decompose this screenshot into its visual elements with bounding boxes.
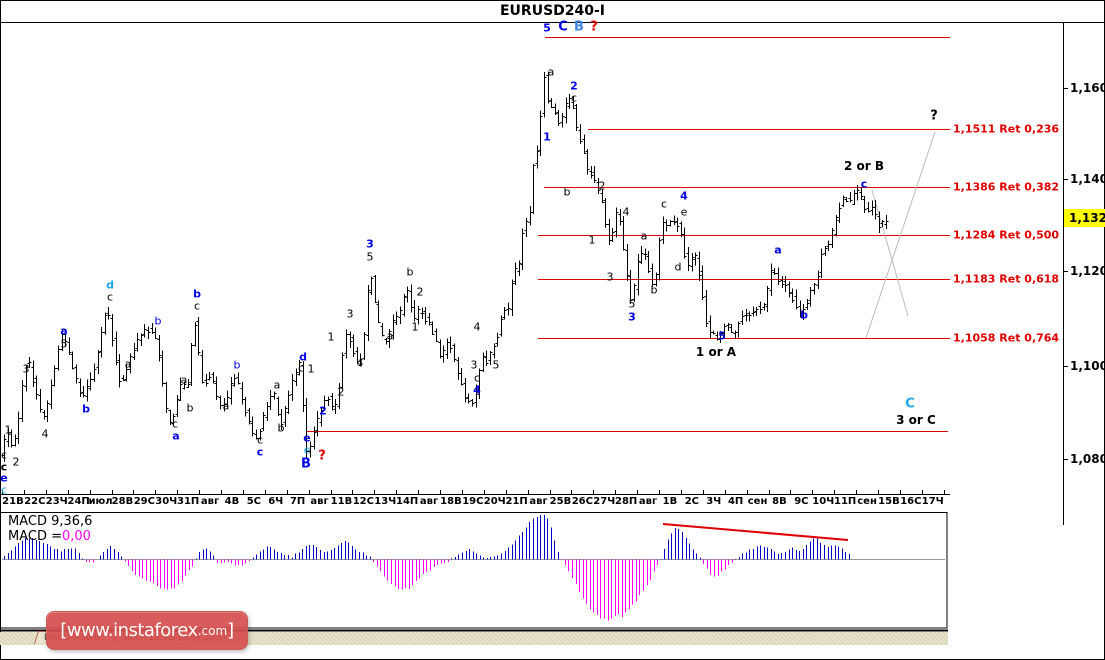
current-price-badge: 1,1320	[1064, 209, 1105, 227]
watermark-tld: .com	[197, 623, 228, 638]
macd-value-label: MACD =0,00	[8, 529, 91, 544]
macd-indicator-label: MACD 9,36,6	[8, 514, 93, 529]
watermark-open-bracket: [	[60, 620, 67, 641]
macd-value-prefix: MACD =	[8, 529, 62, 544]
watermark-close-bracket: ]	[227, 620, 234, 641]
watermark-domain: www.instaforex	[66, 620, 198, 641]
chart-symbol-title: EURUSD240-I	[499, 3, 606, 19]
instaforex-watermark: [ www.instaforex .com ]	[46, 611, 248, 650]
current-price-value: 1,1320	[1069, 211, 1105, 225]
macd-current-value: 0,00	[62, 529, 91, 544]
